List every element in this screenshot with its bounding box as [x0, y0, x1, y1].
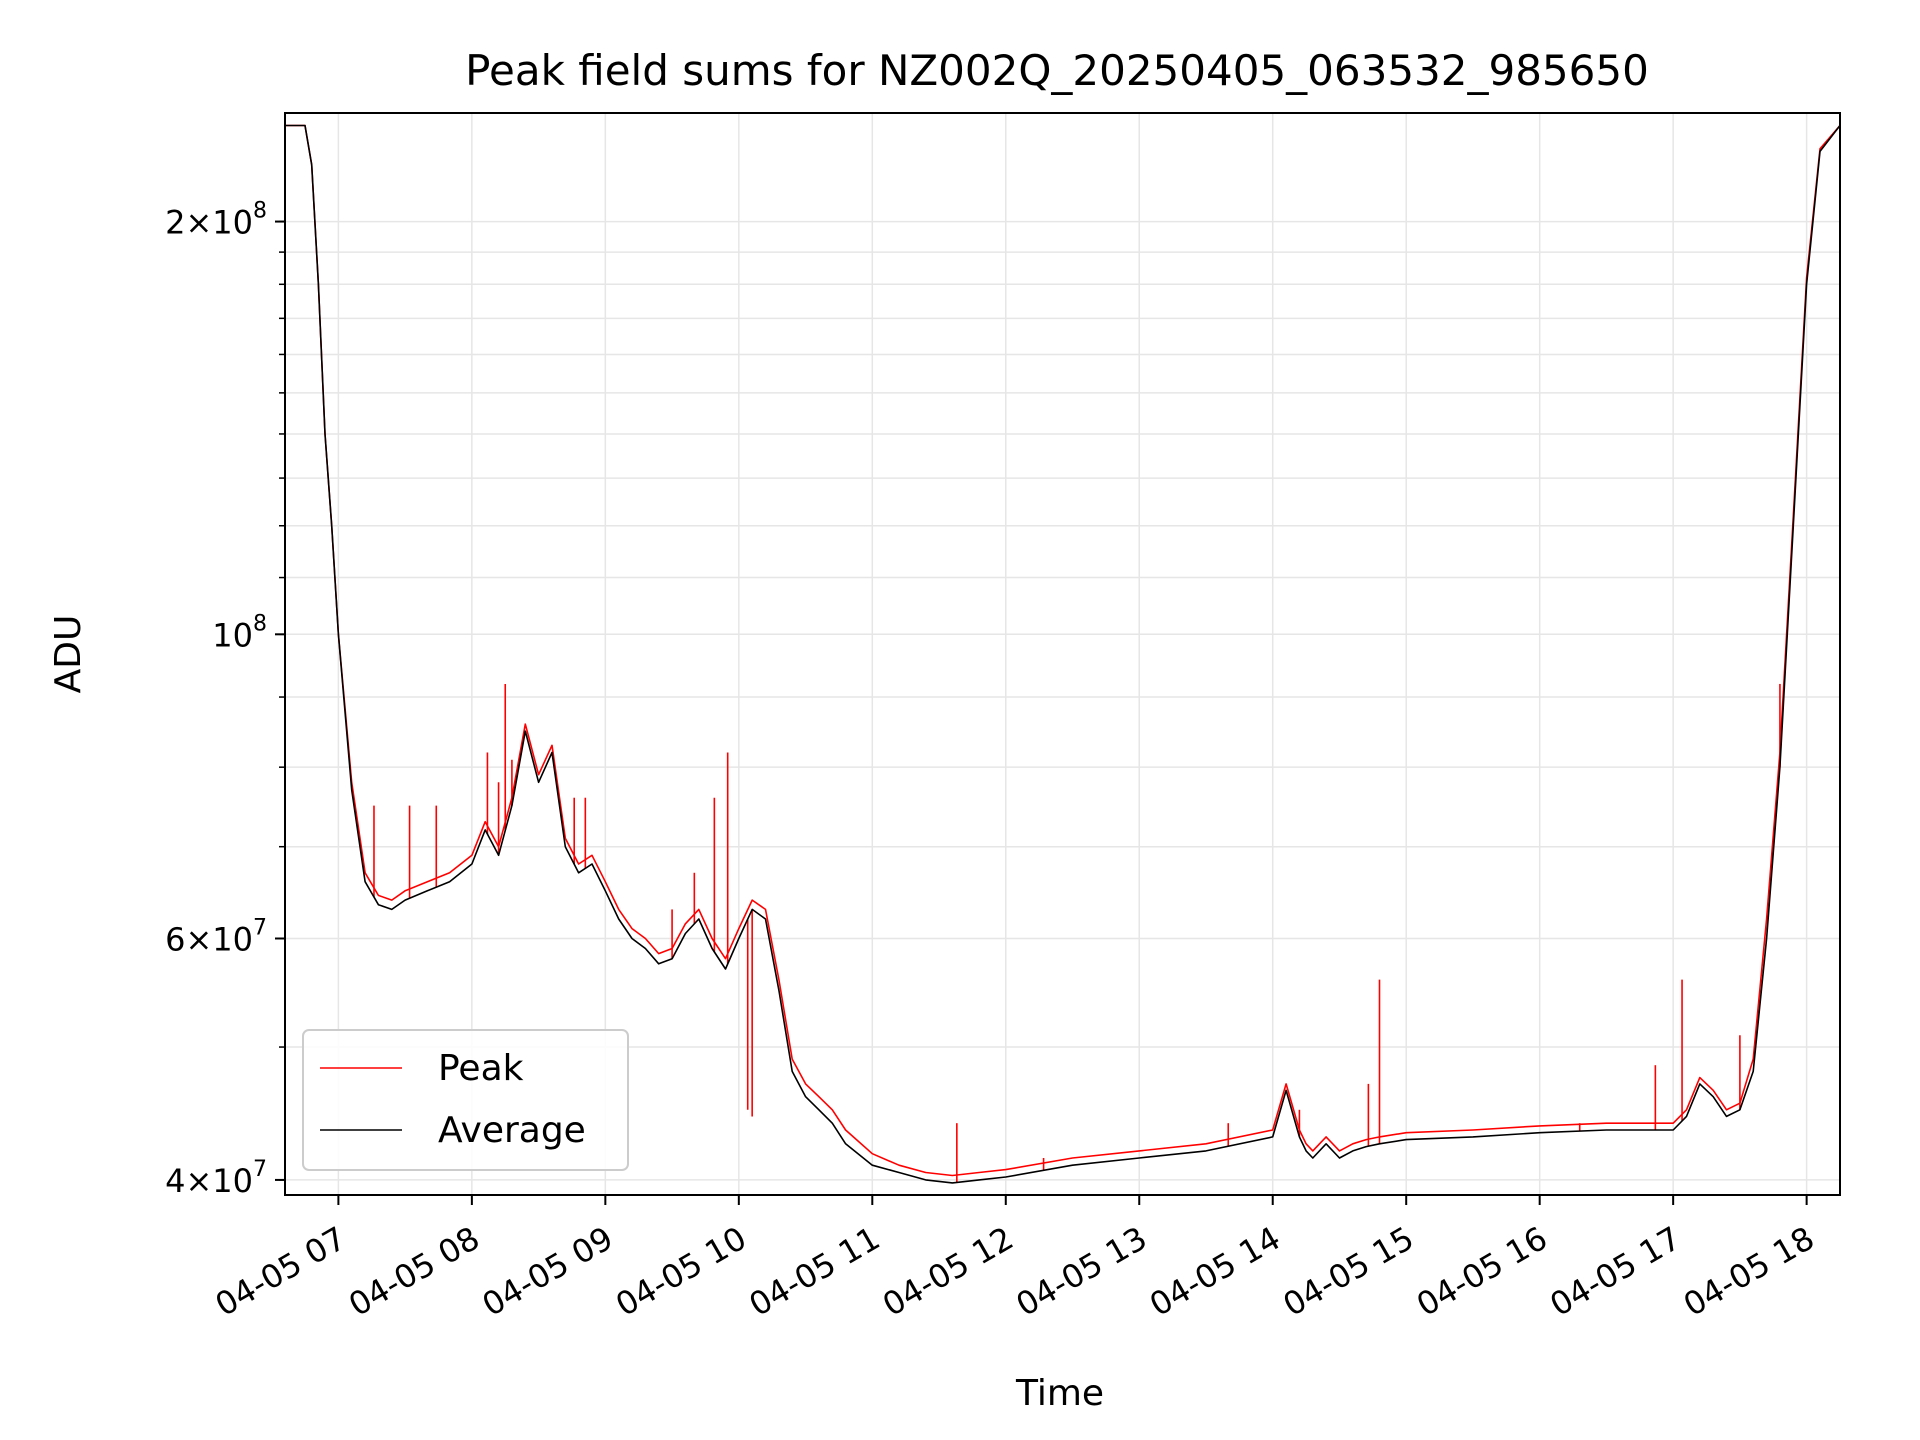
plot-frame	[284, 112, 1841, 1196]
y-tick-label: 108	[212, 611, 267, 654]
y-tick-label-exponent: 8	[253, 611, 267, 636]
y-tick-label-exponent: 7	[253, 1157, 267, 1182]
y-tick-label-base: 2×10	[165, 204, 253, 242]
y-tick-label-exponent: 7	[253, 915, 267, 940]
series-layer	[285, 124, 1840, 1184]
series-line-peak	[285, 124, 1840, 1177]
y-tick-label-base: 6×10	[165, 920, 253, 958]
y-axis-label: ADU	[48, 615, 89, 694]
legend-label-peak: Peak	[438, 1048, 524, 1089]
y-tick-label: 6×107	[165, 915, 267, 958]
series-line-average	[285, 124, 1840, 1184]
y-tick-label-base: 10	[212, 616, 253, 654]
y-tick-label: 2×108	[165, 199, 267, 242]
y-tick-label: 4×107	[165, 1157, 267, 1200]
chart-title: Peak field sums for NZ002Q_20250405_0635…	[465, 46, 1649, 95]
legend-box	[302, 1029, 629, 1171]
y-tick-label-exponent: 8	[253, 199, 267, 224]
y-tick-label-base: 4×10	[165, 1162, 253, 1200]
legend-label-average: Average	[438, 1110, 586, 1151]
x-axis-label: Time	[1015, 1373, 1104, 1414]
legend: Peak Average	[302, 1029, 629, 1171]
